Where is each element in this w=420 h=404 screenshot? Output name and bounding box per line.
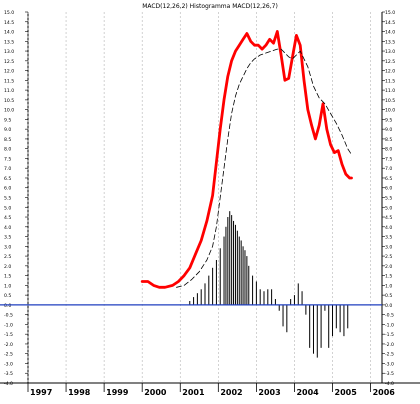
y-tick-label-left: 10.5: [4, 98, 14, 104]
x-tick-label: 2000: [144, 388, 167, 397]
y-axis-right: 15.0 14.5 14.0 13.5 13.0 12.5 12.0 11.5 11.0 10.5…: [382, 10, 395, 387]
y-tick-label-right: 9.5: [385, 117, 392, 123]
y-tick-label-left: 4.5: [4, 215, 11, 221]
macd-histogram: [189, 211, 349, 358]
y-tick-label-right: -1.0: [385, 322, 394, 328]
y-tick-label-left: 8.0: [4, 147, 11, 153]
y-tick-label-right: -3.5: [385, 371, 394, 377]
y-tick-label-right: -1.5: [385, 332, 394, 338]
x-tick-label: 2006: [373, 388, 396, 397]
y-tick-label-left: 5.0: [4, 205, 11, 211]
y-tick-label-right: 1.5: [385, 274, 392, 280]
y-tick-label-left: -3.5: [4, 371, 13, 377]
y-tick-label-left: 9.5: [4, 117, 11, 123]
y-tick-label-left: 12.0: [4, 69, 14, 75]
y-tick-label-left: 15.0: [4, 10, 14, 16]
y-tick-label-left: -3.0: [4, 361, 13, 367]
y-tick-label-right: -2.5: [385, 352, 394, 358]
y-tick-label-right: 3.5: [385, 235, 392, 241]
chart-title: MACD(12,26,2) Histogramma MACD(12,26,7): [142, 3, 278, 10]
y-tick-label-right: 7.5: [385, 156, 392, 162]
y-tick-label-right: 13.5: [385, 39, 395, 45]
y-tick-label-right: 6.5: [385, 176, 392, 182]
y-tick-label-left: 9.0: [4, 127, 11, 133]
y-tick-label-left: -2.5: [4, 352, 13, 358]
x-tick-label: 2001: [182, 388, 205, 397]
y-tick-label-right: -0.5: [385, 313, 394, 319]
y-tick-label-left: 14.5: [4, 20, 14, 26]
y-tick-label-left: -1.5: [4, 332, 13, 338]
x-tick-label: 1999: [106, 388, 129, 397]
y-tick-label-left: 3.0: [4, 244, 11, 250]
y-tick-label-right: 0.0: [385, 303, 392, 309]
y-tick-label-right: 7.0: [385, 166, 392, 172]
signal-line: [176, 48, 352, 288]
y-tick-label-left: 3.5: [4, 235, 11, 241]
y-tick-label-left: 0.0: [4, 303, 11, 309]
y-tick-label-right: 8.5: [385, 137, 392, 143]
y-tick-label-right: 4.5: [385, 215, 392, 221]
y-tick-label-left: 4.0: [4, 225, 11, 231]
y-tick-label-right: 5.0: [385, 205, 392, 211]
y-tick-label-left: 6.5: [4, 176, 11, 182]
y-tick-label-right: -3.0: [385, 361, 394, 367]
y-tick-label-right: 1.0: [385, 283, 392, 289]
macd-line: [140, 30, 353, 289]
y-tick-label-right: 15.0: [385, 10, 395, 16]
y-tick-label-left: 11.5: [4, 78, 14, 84]
y-tick-label-right: -4.0: [385, 381, 394, 387]
x-tick-label: 1998: [68, 388, 91, 397]
y-tick-label-right: 10.5: [385, 98, 395, 104]
series-lines: [140, 30, 353, 289]
y-tick-label-left: 0.5: [4, 293, 11, 299]
y-tick-label-left: 13.0: [4, 49, 14, 55]
y-tick-label-left: 14.0: [4, 30, 14, 36]
x-axis: 1997 1998 1999 2000 2001 2002 2003 2004 2005 2006: [27, 383, 396, 397]
y-tick-label-right: 14.5: [385, 20, 395, 26]
y-tick-label-right: 10.0: [385, 108, 395, 114]
y-tick-label-left: 1.0: [4, 283, 11, 289]
y-tick-label-left: 5.5: [4, 196, 11, 202]
y-tick-label-left: 7.0: [4, 166, 11, 172]
y-tick-label-right: 13.0: [385, 49, 395, 55]
y-tick-label-right: 5.5: [385, 196, 392, 202]
y-tick-label-left: 6.0: [4, 186, 11, 192]
x-tick-label: 2002: [220, 388, 242, 397]
y-tick-label-right: 14.0: [385, 30, 395, 36]
y-tick-label-left: 2.0: [4, 264, 11, 270]
x-tick-label: 2005: [335, 388, 358, 397]
y-tick-label-right: 0.5: [385, 293, 392, 299]
y-tick-label-left: 2.5: [4, 254, 11, 260]
y-tick-label-left: 12.5: [4, 59, 14, 65]
y-tick-label-right: 9.0: [385, 127, 392, 133]
y-tick-label-left: -0.5: [4, 313, 13, 319]
y-tick-label-right: 12.5: [385, 59, 395, 65]
grid: [27, 12, 371, 383]
y-tick-label-left: 11.0: [4, 88, 14, 94]
y-tick-label-right: 3.0: [385, 244, 392, 250]
y-tick-label-left: -4.0: [4, 381, 13, 387]
y-tick-label-left: 7.5: [4, 156, 11, 162]
y-tick-label-right: 11.5: [385, 78, 395, 84]
y-tick-label-right: -2.0: [385, 342, 394, 348]
y-tick-label-right: 4.0: [385, 225, 392, 231]
x-tick-label: 1997: [30, 388, 52, 397]
y-axis-left: 15.0 14.5 14.0 13.5 13.0 12.5 12.0 11.5 11.0 10.5…: [4, 10, 28, 387]
y-tick-label-right: 2.0: [385, 264, 392, 270]
x-tick-label: 2004: [296, 388, 319, 397]
x-tick-label: 2003: [258, 388, 280, 397]
y-tick-label-left: 1.5: [4, 274, 11, 280]
y-tick-label-right: 12.0: [385, 69, 395, 75]
y-tick-label-right: 6.0: [385, 186, 392, 192]
y-tick-label-right: 11.0: [385, 88, 395, 94]
y-tick-label-right: 8.0: [385, 147, 392, 153]
y-tick-label-left: 8.5: [4, 137, 11, 143]
y-tick-label-left: 10.0: [4, 108, 14, 114]
y-tick-label-left: -1.0: [4, 322, 13, 328]
y-tick-label-right: 2.5: [385, 254, 392, 260]
y-tick-label-left: 13.5: [4, 39, 14, 45]
y-tick-label-left: -2.0: [4, 342, 13, 348]
